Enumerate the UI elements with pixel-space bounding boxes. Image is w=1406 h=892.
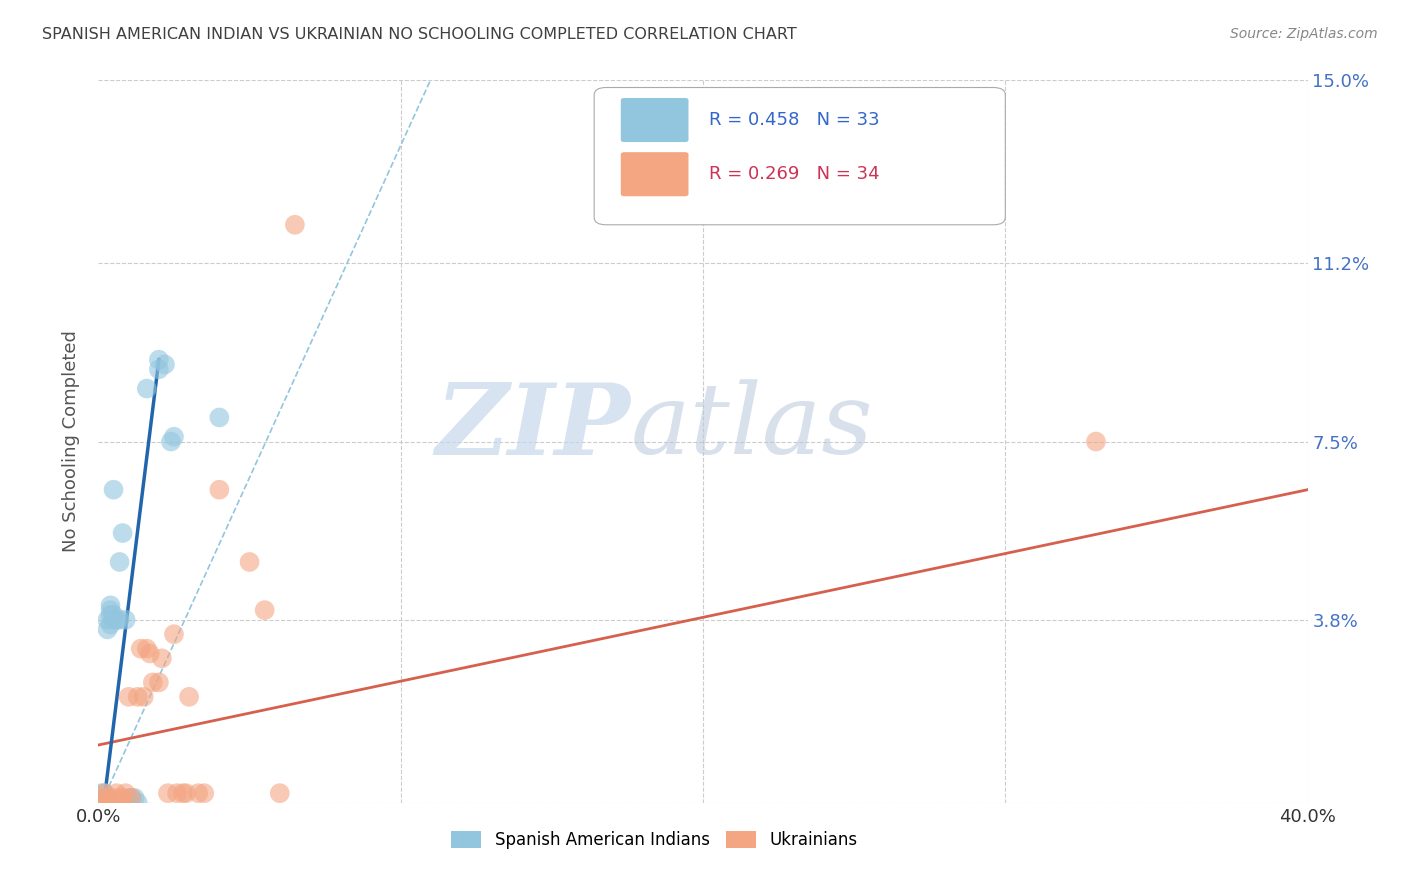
Text: ZIP: ZIP [436, 379, 630, 475]
Point [121, 791, 143, 805]
Point [108, 791, 131, 805]
Point [156, 786, 179, 800]
Point [208, 410, 231, 425]
Point [90, 791, 112, 805]
Point [93, 786, 115, 800]
Point [108, 555, 131, 569]
Point [148, 675, 170, 690]
Point [118, 791, 141, 805]
Point [111, 526, 134, 541]
Point [121, 791, 143, 805]
Point [148, 362, 170, 376]
Point [208, 483, 231, 497]
Point [111, 791, 134, 805]
Point [129, 641, 152, 656]
Point [114, 613, 136, 627]
Point [93, 786, 115, 800]
Point [1085, 434, 1108, 449]
Point [118, 796, 141, 810]
Point [135, 641, 157, 656]
Point [103, 613, 125, 627]
Point [118, 690, 141, 704]
Point [172, 786, 194, 800]
Point [100, 796, 122, 810]
Text: R = 0.458   N = 33: R = 0.458 N = 33 [709, 111, 880, 129]
Point [96, 791, 118, 805]
Point [100, 607, 122, 622]
Text: R = 0.269   N = 34: R = 0.269 N = 34 [709, 165, 880, 183]
Point [179, 690, 201, 704]
Point [103, 791, 125, 805]
Point [96, 791, 118, 805]
FancyBboxPatch shape [595, 87, 1005, 225]
Point [253, 603, 276, 617]
Point [96, 796, 118, 810]
Point [269, 786, 291, 800]
Point [96, 623, 118, 637]
Point [105, 613, 128, 627]
Point [239, 555, 262, 569]
Point [100, 617, 122, 632]
Legend: Spanish American Indians, Ukrainians: Spanish American Indians, Ukrainians [444, 824, 865, 856]
Point [127, 796, 149, 810]
Point [114, 786, 136, 800]
Point [160, 434, 183, 449]
Point [90, 796, 112, 810]
Point [103, 607, 125, 622]
Point [103, 483, 125, 497]
Point [124, 791, 146, 805]
Text: atlas: atlas [630, 379, 873, 475]
Point [139, 647, 162, 661]
Point [163, 627, 186, 641]
FancyBboxPatch shape [621, 98, 689, 142]
Point [108, 613, 131, 627]
Point [150, 651, 173, 665]
Point [105, 786, 128, 800]
Y-axis label: No Schooling Completed: No Schooling Completed [62, 331, 80, 552]
Point [148, 352, 170, 367]
Point [93, 796, 115, 810]
Point [174, 786, 197, 800]
Point [193, 786, 215, 800]
Point [100, 603, 122, 617]
Point [93, 791, 115, 805]
Text: SPANISH AMERICAN INDIAN VS UKRAINIAN NO SCHOOLING COMPLETED CORRELATION CHART: SPANISH AMERICAN INDIAN VS UKRAINIAN NO … [42, 27, 797, 42]
Point [135, 382, 157, 396]
Point [96, 613, 118, 627]
FancyBboxPatch shape [621, 153, 689, 196]
Point [93, 791, 115, 805]
Point [132, 690, 155, 704]
Point [284, 218, 307, 232]
Point [90, 786, 112, 800]
Point [163, 430, 186, 444]
Point [153, 358, 176, 372]
Point [166, 786, 188, 800]
Point [142, 675, 165, 690]
Point [100, 599, 122, 613]
Point [187, 786, 209, 800]
Point [127, 690, 149, 704]
Text: Source: ZipAtlas.com: Source: ZipAtlas.com [1230, 27, 1378, 41]
